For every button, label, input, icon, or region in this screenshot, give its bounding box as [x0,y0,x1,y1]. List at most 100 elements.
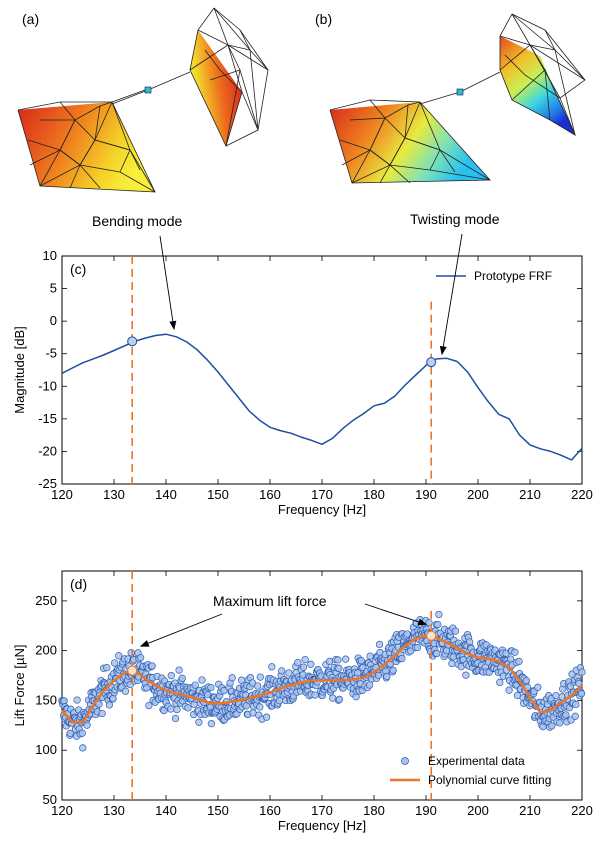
y-tick-label: 0 [50,313,57,328]
scatter-point [195,718,203,726]
beam-b-left [419,91,461,105]
y-tick-label: 50 [43,792,57,807]
x-tick-label: 160 [259,487,281,502]
scatter-point [278,667,286,675]
x-tick-label: 210 [519,487,541,502]
pivot-b [456,88,464,96]
y-tick-label: 150 [35,692,57,707]
scatter-point [562,711,570,719]
x-tick-label: 120 [51,803,73,818]
scatter-point [105,701,114,709]
arrow-max-lift-2 [364,603,419,623]
y-tick-label: -25 [38,476,57,491]
scatter-point [366,652,374,660]
scatter-point [256,703,264,711]
arrow-bending-head [169,320,177,331]
scatter-point [143,684,151,692]
x-tick-label: 210 [519,803,541,818]
x-axis-label: Frequency [Hz] [278,502,366,517]
scatter-point [73,696,81,704]
y-tick-label: -15 [38,411,57,426]
scatter-point [335,664,343,672]
scatter-point [109,695,117,703]
scatter-point [357,657,365,665]
arrow-max-lift-2-head [417,618,428,626]
x-tick-label: 190 [415,803,437,818]
scatter-point [207,683,215,692]
x-tick-label: 170 [311,803,333,818]
scatter-point [375,640,384,649]
scatter-point [95,700,103,708]
scatter-point [268,663,276,671]
arrow-max-lift-1 [147,613,223,644]
chart-c: 120 130 140 150 160 170 180 190 200 210 220 -25 -20 -… [12,211,593,517]
y-tick-label: -10 [38,378,57,393]
resonance-marker [426,357,437,368]
x-tick-label: 120 [51,487,73,502]
x-tick-label: 180 [363,803,385,818]
panel-label: (d) [70,576,87,592]
annotation-twisting: Twisting mode [410,211,500,227]
scatter-point [299,663,308,671]
scatter-point [413,643,422,652]
scatter-point [184,704,192,712]
scatter-point [571,712,579,720]
scatter-point [434,620,442,629]
scatter-point [198,676,206,684]
x-tick-label: 130 [103,487,125,502]
mesh-left-a [17,89,156,193]
scatter-point [383,672,391,681]
scatter-point [389,666,397,674]
scatter-point [103,664,111,672]
scatter-point [127,649,135,657]
x-tick-label: 140 [155,803,177,818]
fit-line [61,634,583,724]
y-tick-label: 250 [35,593,57,608]
chart-d: 120 130 140 150 160 170 180 190 200 210 220 50 100 15… [12,570,593,833]
scatter-point [522,676,530,685]
scatter-point [148,662,156,670]
scatter-point [451,627,460,635]
scatter-point [83,721,91,729]
scatter-point [178,674,186,682]
scatter-point [145,701,153,710]
scatter-point [256,673,264,681]
arrow-max-lift-1-head [139,640,150,647]
scatter-point [398,654,406,663]
scatter-point [342,655,350,663]
scatter-point [548,722,556,730]
wing-left-a [18,102,155,192]
scatter-point [78,729,86,737]
panel-label-a: (a) [22,11,39,27]
scatter-point [294,659,302,667]
scatter-point [325,657,334,666]
mesh-right-b [499,13,586,136]
panel-label: (c) [70,261,86,277]
scatter-point [220,687,228,695]
scatter-point [552,691,560,700]
mode-shape-a: (a) [17,7,269,193]
scatter-point [136,654,145,662]
resonance-marker [127,336,138,347]
scatter-point [435,610,443,619]
scatter-point [354,669,362,677]
scatter-point [334,656,342,664]
legend-swatch-exp [401,757,409,765]
scatter-point [171,714,180,723]
scatter-point [505,686,513,694]
scatter-point [311,691,319,699]
x-tick-label: 160 [259,803,281,818]
scatter-point [121,687,130,695]
scatter-point [115,652,123,660]
annotation-max-lift: Maximum lift force [213,593,327,609]
beam-a-right [147,71,191,91]
y-tick-label: -20 [38,443,57,458]
legend-label-frf: Prototype FRF [474,269,552,283]
scatter-point [448,659,456,668]
scatter-point [572,700,580,709]
x-tick-label: 150 [207,803,229,818]
x-tick-label: 220 [571,803,593,818]
scatter-point [79,744,87,752]
scatter-point [175,666,183,674]
scatter-point [173,705,181,714]
